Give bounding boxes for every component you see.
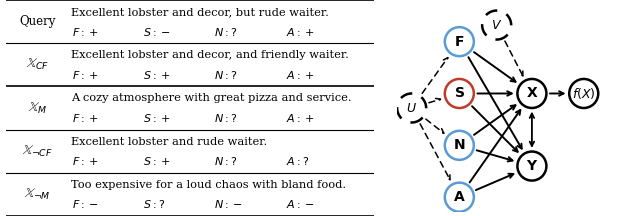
Circle shape — [445, 131, 474, 160]
Text: Excellent lobster and decor, but rude waiter.: Excellent lobster and decor, but rude wa… — [71, 7, 329, 17]
Text: $\mathit{S} : ?$: $\mathit{S} : ?$ — [143, 198, 165, 210]
Text: $\mathbb{X}_\mathit{M}$: $\mathbb{X}_\mathit{M}$ — [28, 100, 47, 116]
Text: $\mathit{N} : ?$: $\mathit{N} : ?$ — [214, 25, 238, 38]
Text: $V$: $V$ — [491, 19, 502, 32]
Circle shape — [517, 79, 547, 108]
Circle shape — [569, 79, 598, 108]
Text: $\mathit{F} : +$: $\mathit{F} : +$ — [72, 155, 99, 167]
Text: $U$: $U$ — [406, 102, 417, 114]
Text: $\mathit{S} : +$: $\mathit{S} : +$ — [143, 112, 170, 124]
Text: $\mathit{A} : ?$: $\mathit{A} : ?$ — [286, 155, 310, 167]
Text: $\mathit{N} : ?$: $\mathit{N} : ?$ — [214, 69, 238, 81]
Text: $\mathbf{N}$: $\mathbf{N}$ — [453, 138, 465, 152]
Text: $\mathit{N} : −$: $\mathit{N} : −$ — [214, 198, 243, 210]
Text: $\mathbb{X}_{\neg\mathit{CF}}$: $\mathbb{X}_{\neg\mathit{CF}}$ — [22, 144, 53, 159]
Circle shape — [445, 79, 474, 108]
Text: $\mathit{S} : +$: $\mathit{S} : +$ — [143, 155, 170, 167]
Text: $\mathit{N} : ?$: $\mathit{N} : ?$ — [214, 155, 238, 167]
Text: $\mathit{S} : +$: $\mathit{S} : +$ — [143, 69, 170, 81]
Text: $\mathbf{A}$: $\mathbf{A}$ — [453, 190, 466, 204]
Text: $\mathit{F} : +$: $\mathit{F} : +$ — [72, 69, 99, 81]
Circle shape — [445, 183, 474, 212]
Text: $\mathit{A} : +$: $\mathit{A} : +$ — [286, 112, 315, 124]
Text: $f(X)$: $f(X)$ — [572, 86, 596, 101]
Text: $\mathbb{X}_{\neg\mathit{M}}$: $\mathbb{X}_{\neg\mathit{M}}$ — [24, 187, 51, 202]
Text: $\mathbf{Y}$: $\mathbf{Y}$ — [525, 159, 538, 173]
Text: Excellent lobster and rude waiter.: Excellent lobster and rude waiter. — [71, 137, 267, 147]
Circle shape — [517, 152, 547, 181]
Circle shape — [397, 94, 426, 122]
Circle shape — [482, 11, 511, 40]
Text: $\mathit{F} : +$: $\mathit{F} : +$ — [72, 112, 99, 124]
Text: $\mathit{N} : ?$: $\mathit{N} : ?$ — [214, 112, 238, 124]
Text: $\mathit{A} : +$: $\mathit{A} : +$ — [286, 25, 315, 38]
Text: $\mathbf{X}$: $\mathbf{X}$ — [525, 86, 538, 100]
Text: $\mathit{A} : −$: $\mathit{A} : −$ — [286, 198, 315, 210]
Text: Query: Query — [19, 15, 56, 28]
Text: $\mathit{S} : −$: $\mathit{S} : −$ — [143, 25, 170, 38]
Text: $\mathbb{X}_\mathit{CF}$: $\mathbb{X}_\mathit{CF}$ — [26, 57, 49, 72]
Text: A cozy atmosphere with great pizza and service.: A cozy atmosphere with great pizza and s… — [71, 94, 351, 103]
Circle shape — [445, 27, 474, 56]
Text: Excellent lobster and decor, and friendly waiter.: Excellent lobster and decor, and friendl… — [71, 50, 349, 60]
Text: $\mathbf{F}$: $\mathbf{F}$ — [454, 35, 465, 49]
Text: $\mathbf{S}$: $\mathbf{S}$ — [454, 86, 465, 100]
Text: $\mathit{F} : +$: $\mathit{F} : +$ — [72, 25, 99, 38]
Text: $\mathit{F} : −$: $\mathit{F} : −$ — [72, 198, 99, 210]
Text: $\mathit{A} : +$: $\mathit{A} : +$ — [286, 69, 315, 81]
Text: Too expensive for a loud chaos with bland food.: Too expensive for a loud chaos with blan… — [71, 180, 346, 190]
